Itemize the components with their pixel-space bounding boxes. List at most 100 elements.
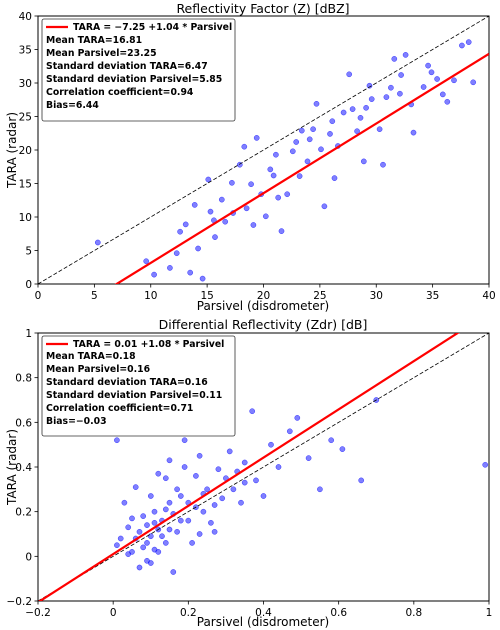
data-point (329, 118, 336, 125)
data-point (199, 275, 206, 282)
data-point (181, 464, 188, 470)
data-point (174, 486, 180, 493)
data-point (170, 569, 177, 575)
data-point (136, 528, 143, 535)
data-point (310, 126, 316, 133)
data-point (444, 98, 451, 105)
data-point (328, 437, 335, 444)
data-point (425, 62, 431, 69)
legend-stat: Standard deviation TARA=0.16 (46, 377, 208, 388)
data-point (273, 151, 279, 158)
x-axis-ticks: −0.2 0 0.2 0.4 0.6 0.8 1 (25, 601, 492, 619)
x-tick-label: 30 (370, 290, 383, 302)
differential-reflectivity-panel: Differential Reflectivity (Zdr) [dB] −0.… (5, 317, 492, 629)
scatter-points (94, 39, 477, 282)
data-point (275, 464, 282, 470)
x-tick-label: 40 (482, 290, 495, 302)
scatter-points (114, 397, 489, 575)
data-point (230, 486, 237, 493)
data-point (174, 528, 180, 535)
legend-stat: Mean Parsivel=23.25 (46, 48, 157, 59)
x-tick-label: 35 (426, 290, 439, 302)
data-point (94, 239, 101, 246)
reference-lines (38, 16, 489, 284)
data-point (402, 52, 409, 58)
y-tick-label: 0.8 (15, 373, 32, 385)
data-point (339, 446, 346, 452)
data-point (167, 265, 173, 271)
data-point (147, 533, 154, 540)
data-point (162, 506, 169, 513)
legend-stat: Correlation coefficient=0.71 (46, 403, 193, 414)
data-point (360, 158, 367, 165)
data-point (229, 179, 235, 186)
data-point (331, 175, 338, 181)
legend-frame (41, 335, 236, 437)
y-tick-label: 1 (25, 328, 32, 340)
data-point (222, 218, 229, 225)
y-tick-label: 0.2 (15, 507, 32, 519)
data-point (294, 415, 301, 421)
data-point (191, 202, 198, 208)
data-point (243, 205, 250, 212)
reflectivity-panel: Reflectivity Factor (Z) [dBZ] 0 5 10 15 20 25… (5, 1, 496, 313)
x-tick-label: 20 (257, 290, 270, 302)
data-point (114, 542, 120, 549)
data-point (284, 191, 291, 198)
y-tick-label: 0.4 (15, 462, 32, 474)
data-point (215, 466, 222, 473)
data-point (241, 459, 248, 466)
data-point (306, 136, 313, 143)
data-point (366, 82, 373, 89)
data-point (177, 517, 184, 524)
legend-stat: Standard deviation Parsivel=0.11 (46, 390, 222, 401)
data-point (354, 128, 360, 135)
data-point (185, 517, 192, 524)
y-tick-label: 0 (25, 279, 32, 291)
data-point (200, 508, 207, 515)
data-point (196, 531, 203, 537)
data-point (459, 42, 465, 49)
x-tick-label: 0 (35, 290, 42, 302)
data-point (117, 535, 124, 542)
x-tick-label: 0 (110, 607, 117, 619)
data-point (262, 213, 269, 220)
data-point (226, 448, 233, 455)
data-point (241, 479, 248, 486)
data-point (253, 135, 260, 141)
data-point (410, 129, 417, 136)
data-point (114, 437, 120, 444)
data-point (270, 172, 277, 179)
data-point (207, 208, 214, 215)
legend-stat: Mean Parsivel=0.16 (46, 364, 150, 375)
data-point (434, 76, 440, 82)
data-point (211, 528, 218, 535)
data-point (204, 486, 210, 493)
data-point (304, 158, 311, 165)
data-point (358, 477, 365, 484)
legend-stat: Standard deviation TARA=6.47 (46, 61, 208, 72)
data-point (166, 499, 173, 506)
legend-box: TARA = 0.01 +1.08 * Parsivel Mean TARA=0… (41, 335, 236, 437)
data-point (182, 221, 189, 228)
y-tick-label: 25 (19, 112, 32, 124)
data-point (159, 533, 165, 540)
y-tick-label: 0 (25, 551, 32, 563)
y-axis-ticks: 0 5 10 15 20 25 30 35 40 (19, 11, 38, 291)
x-tick-label: 0.6 (330, 607, 347, 619)
x-axis-label: Parsivel (disdrometer) (197, 299, 330, 313)
identity-line (38, 333, 489, 601)
chart-title: Reflectivity Factor (Z) [dBZ] (176, 1, 349, 16)
legend-fit-label: TARA = −7.25 +1.04 * Parsivel (73, 22, 232, 33)
data-point (380, 161, 386, 168)
data-point (296, 173, 303, 179)
data-point (132, 484, 139, 490)
data-point (238, 499, 244, 506)
data-point (293, 139, 300, 145)
data-point (162, 540, 169, 546)
legend-stat: Mean TARA=16.81 (46, 35, 142, 46)
y-tick-label: 10 (19, 212, 32, 224)
y-tick-label: 0.6 (15, 417, 32, 429)
data-point (187, 269, 194, 276)
data-point (397, 90, 403, 97)
